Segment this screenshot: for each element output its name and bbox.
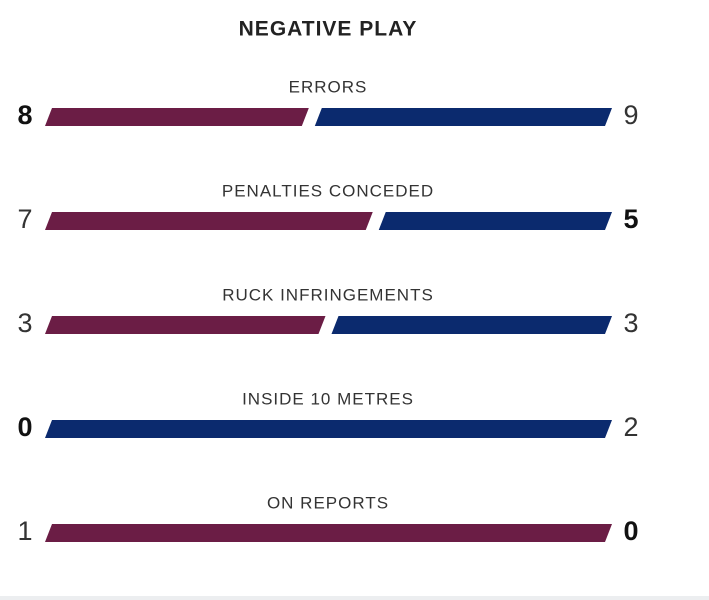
- stat-label: INSIDE 10 METRES: [242, 389, 414, 408]
- away-value: 0: [623, 516, 638, 546]
- away-value: 3: [623, 308, 638, 338]
- stat-bar: [331, 316, 612, 334]
- stat-label: ERRORS: [289, 77, 368, 96]
- stat-bar: [45, 212, 373, 230]
- away-value: 9: [623, 100, 638, 130]
- home-value: 0: [17, 412, 32, 442]
- stat-bar: [45, 524, 612, 542]
- stat-bar: [45, 420, 612, 438]
- home-value: 1: [17, 516, 32, 546]
- stat-label: ON REPORTS: [267, 493, 389, 512]
- stat-bar: [45, 108, 309, 126]
- home-value: 8: [17, 100, 32, 130]
- stat-bar: [378, 212, 612, 230]
- away-value: 2: [623, 412, 638, 442]
- away-value: 5: [623, 204, 638, 234]
- home-value: 3: [17, 308, 32, 338]
- chart-title: NEGATIVE PLAY: [239, 18, 418, 41]
- bottom-divider: [0, 596, 709, 600]
- stat-label: PENALTIES CONCEDED: [222, 181, 434, 200]
- stat-label: RUCK INFRINGEMENTS: [222, 285, 434, 304]
- stat-bar: [45, 316, 326, 334]
- stat-bar: [314, 108, 612, 126]
- home-value: 7: [17, 204, 32, 234]
